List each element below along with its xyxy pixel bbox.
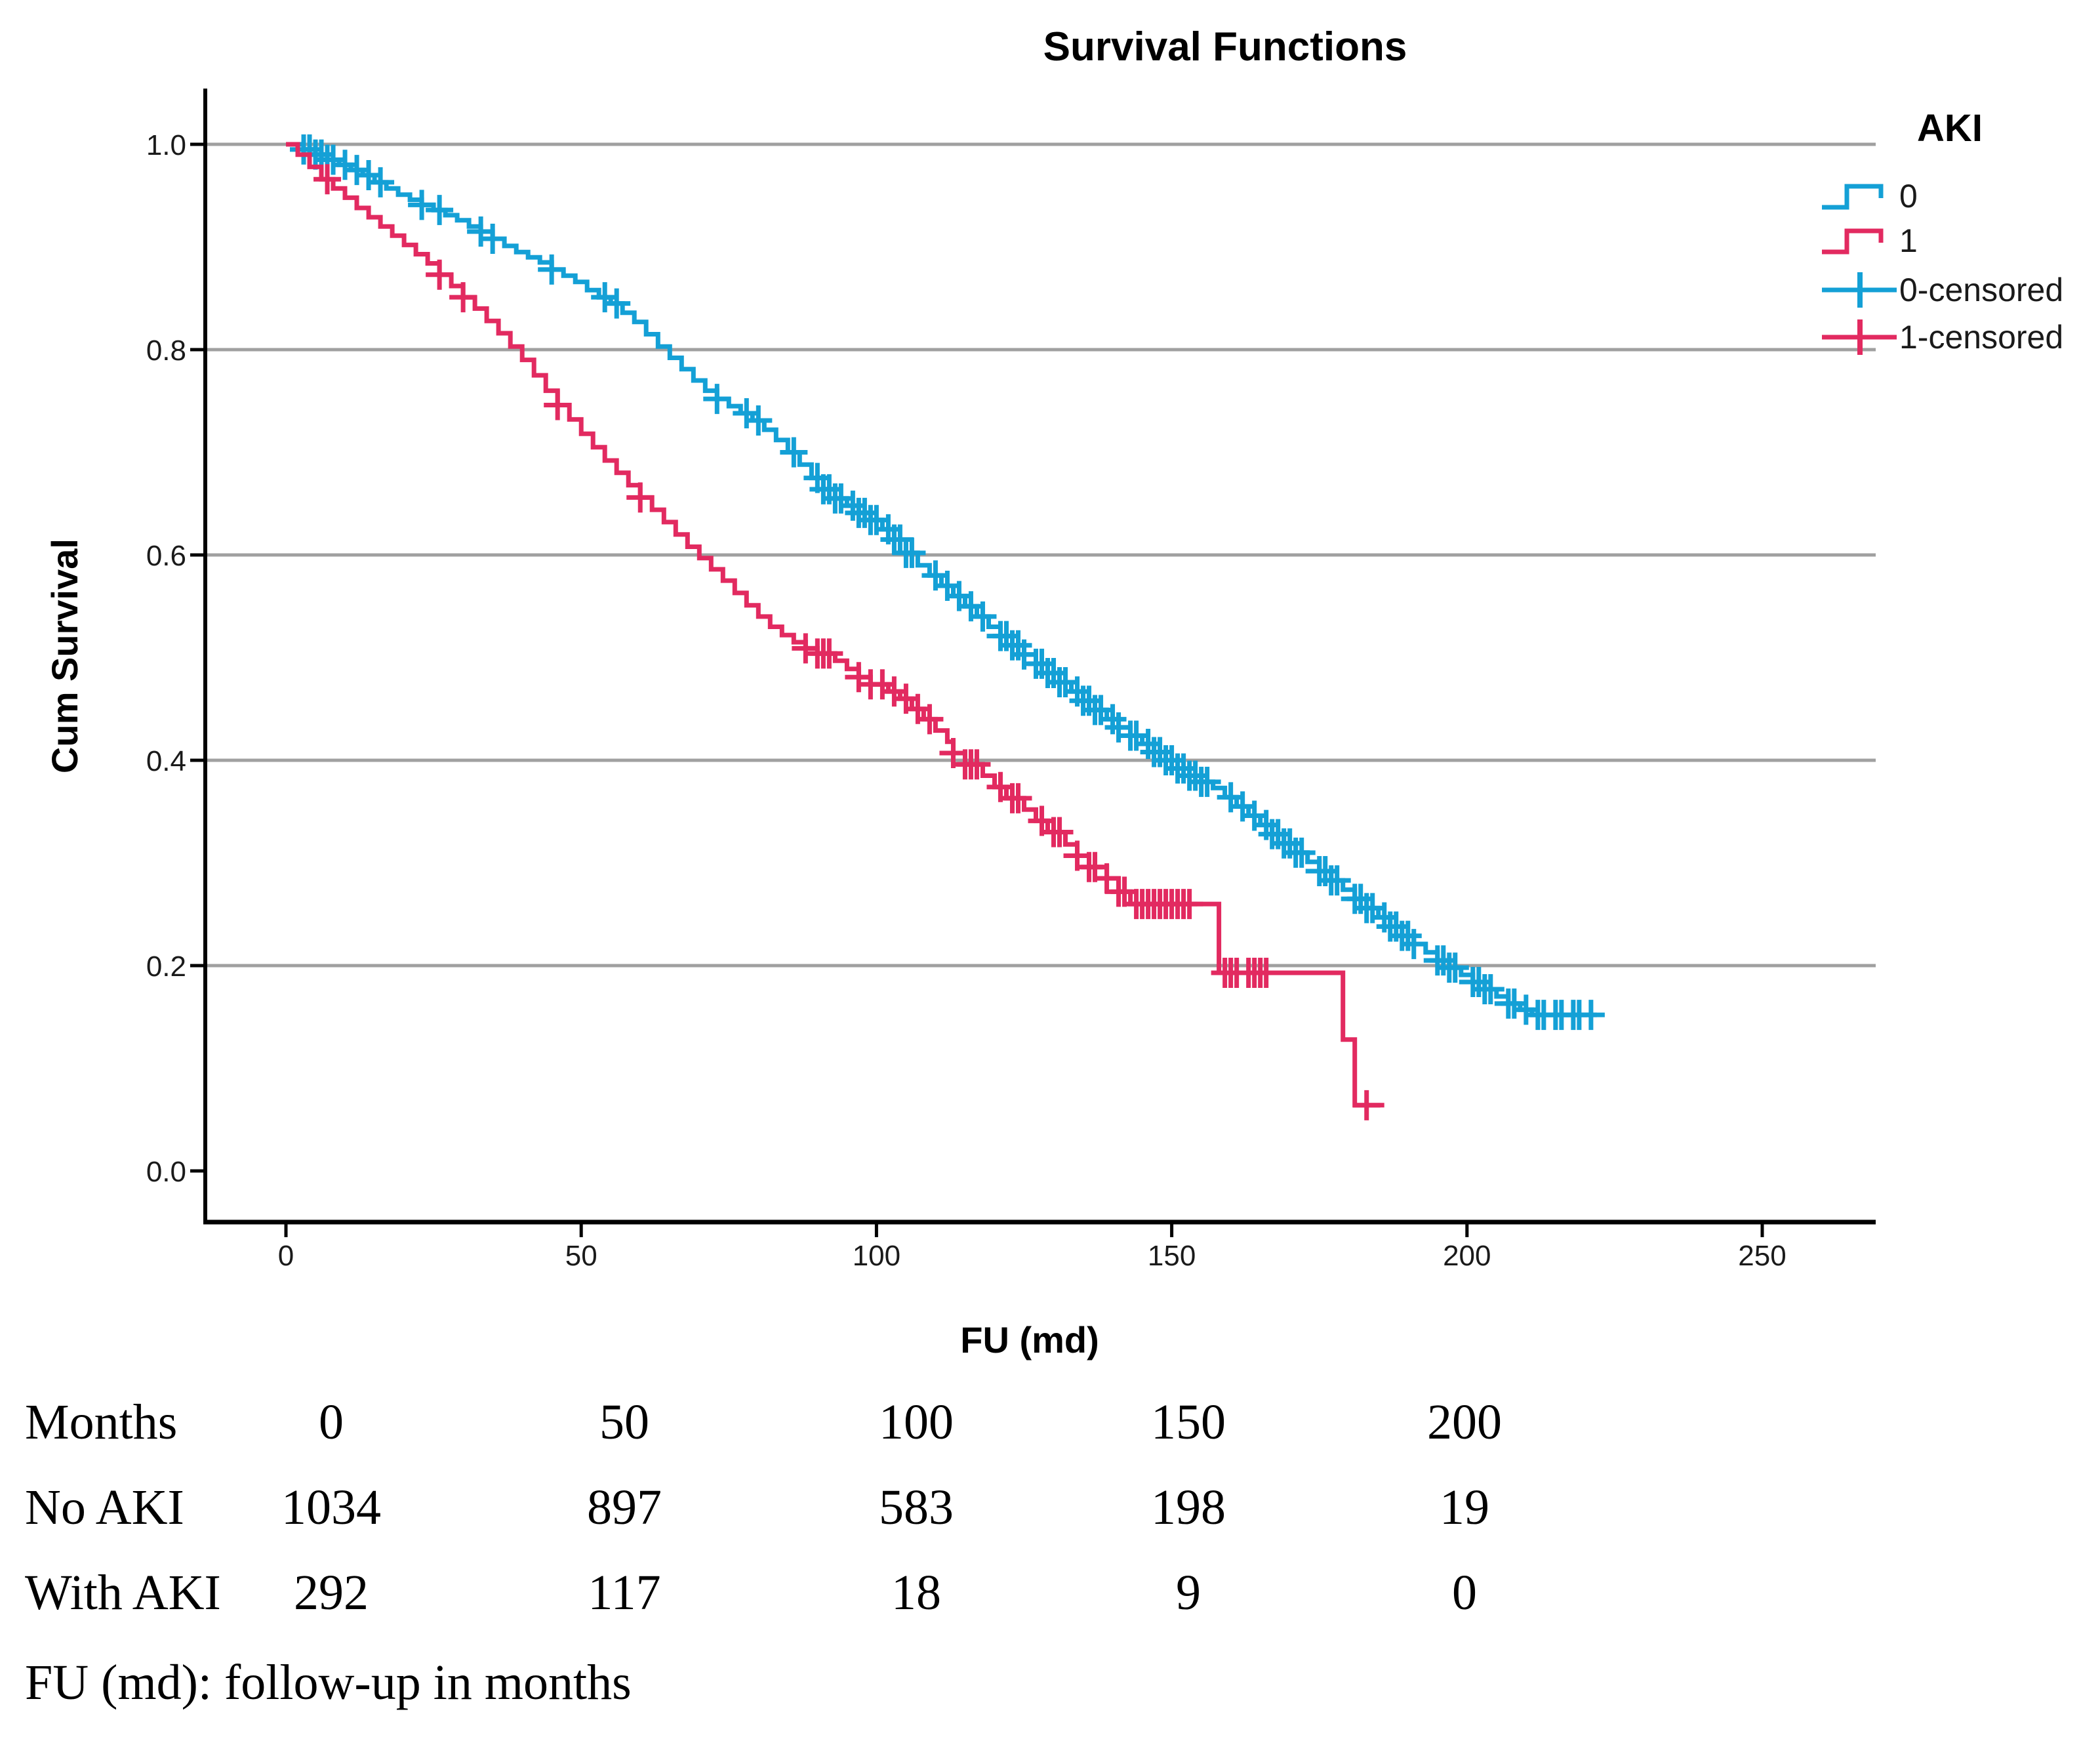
- legend-item-0-censored: 0-censored: [1899, 272, 2063, 308]
- x-axis-title: FU (md): [960, 1319, 1099, 1361]
- axis-ticks: [190, 142, 1764, 1237]
- legend: AKI 0 1 0-censored 1-censored: [1899, 107, 2063, 356]
- x-tick-label: 150: [1148, 1240, 1196, 1272]
- x-tick-label: 100: [853, 1240, 900, 1272]
- legend-glyphs: [1822, 184, 1897, 355]
- survival-curve-aki-1: [286, 142, 1384, 1108]
- risk-table-cell: 18: [891, 1565, 941, 1620]
- risk-table-cell: 0: [1452, 1565, 1477, 1620]
- risk-table-cell: 19: [1440, 1480, 1489, 1535]
- risk-table-cell: 100: [879, 1395, 954, 1450]
- legend-step-line-glyph: [1822, 228, 1884, 255]
- risk-table-header-label: Months: [25, 1395, 177, 1450]
- risk-table-values: 0 50 100 150 200 1034 897 583 198 19 292 117 18 9 0: [281, 1395, 1502, 1620]
- risk-table-cell: 1034: [281, 1480, 381, 1535]
- risk-table-cell: 583: [879, 1480, 954, 1535]
- x-tick-label: 200: [1443, 1240, 1491, 1272]
- y-axis-title: Cum Survival: [44, 539, 85, 773]
- risk-table-cell: 117: [588, 1565, 660, 1620]
- risk-table-cell: 9: [1176, 1565, 1201, 1620]
- legend-step-line-glyph: [1822, 184, 1884, 210]
- y-tick-label: 0.8: [146, 335, 186, 367]
- x-tick-label: 0: [278, 1240, 294, 1272]
- y-tick-label: 1.0: [146, 129, 186, 161]
- y-tick-label: 0.0: [146, 1156, 186, 1188]
- risk-table-cell: 150: [1151, 1395, 1226, 1450]
- chart-title: Survival Functions: [1043, 24, 1407, 70]
- y-tick-label: 0.4: [146, 745, 186, 777]
- survival-curve-aki-0: [286, 142, 1597, 1017]
- legend-item-1-censored: 1-censored: [1899, 319, 2063, 356]
- footnote: FU (md): follow-up in months: [25, 1655, 632, 1710]
- risk-table-row-with-aki-label: With AKI: [25, 1565, 221, 1620]
- risk-table-cell: 50: [599, 1395, 649, 1450]
- survival-curves: [286, 134, 1605, 1120]
- legend-item-0: 0: [1899, 178, 1918, 215]
- axis-tick-labels: 0.0 0.2 0.4 0.6 0.8 1.0 0 50 100 150 200 250: [146, 129, 1787, 1272]
- risk-table-cell: 0: [319, 1395, 344, 1450]
- risk-table-cell: 292: [294, 1565, 369, 1620]
- gridlines: [205, 142, 1876, 968]
- y-tick-label: 0.2: [146, 951, 186, 983]
- risk-table-row-no-aki-label: No AKI: [25, 1480, 184, 1535]
- axes: [203, 89, 1876, 1225]
- risk-table: Months No AKI With AKI FU (md): follow-u…: [25, 1395, 632, 1710]
- x-tick-label: 50: [565, 1240, 597, 1272]
- y-tick-label: 0.6: [146, 540, 186, 572]
- legend-item-1: 1: [1899, 222, 1918, 259]
- risk-table-cell: 198: [1151, 1480, 1226, 1535]
- risk-table-cell: 200: [1427, 1395, 1502, 1450]
- risk-table-cell: 897: [587, 1480, 662, 1535]
- x-tick-label: 250: [1738, 1240, 1786, 1272]
- legend-title: AKI: [1917, 107, 1983, 150]
